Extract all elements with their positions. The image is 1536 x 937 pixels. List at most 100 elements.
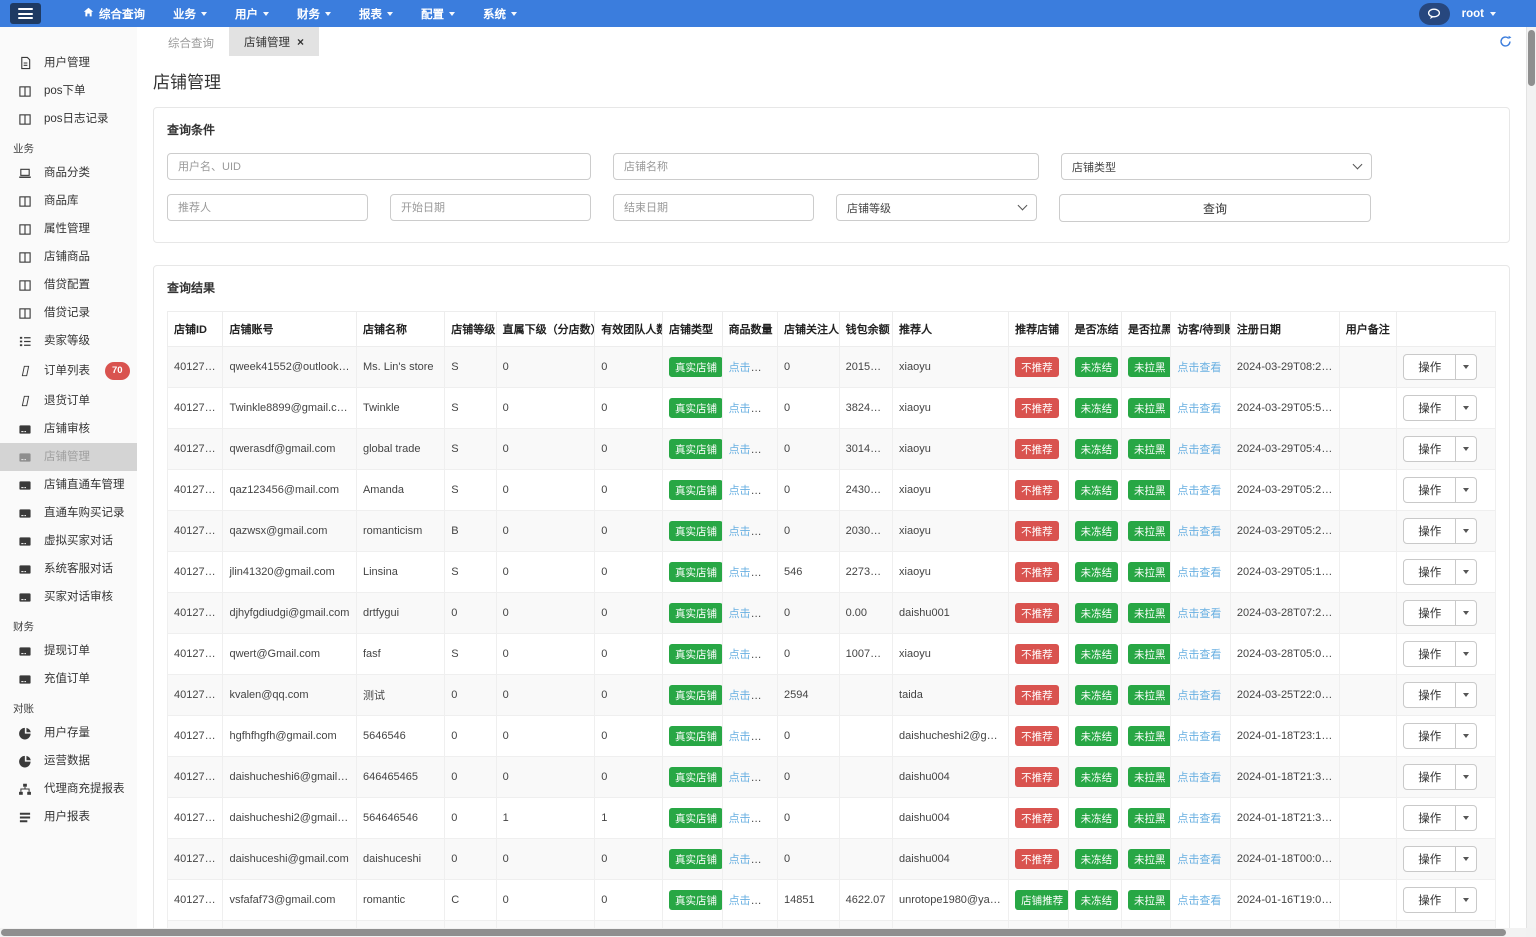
- sidebar-item-21[interactable]: 提现订单: [0, 637, 137, 665]
- vertical-scrollbar[interactable]: [1526, 27, 1536, 928]
- view-link[interactable]: 点击查看: [728, 690, 773, 702]
- nav-item-2[interactable]: 用户: [235, 6, 269, 22]
- view-link[interactable]: 点击查看: [728, 772, 773, 784]
- tab-1[interactable]: 店铺管理 ×: [229, 27, 320, 56]
- action-button-label[interactable]: 操作: [1404, 478, 1457, 502]
- action-button[interactable]: 操作: [1403, 559, 1478, 585]
- action-button-label[interactable]: 操作: [1404, 396, 1457, 420]
- action-dropdown-toggle[interactable]: [1456, 806, 1476, 830]
- action-button-label[interactable]: 操作: [1404, 888, 1457, 912]
- action-button[interactable]: 操作: [1403, 395, 1478, 421]
- view-link[interactable]: 点击查看: [1177, 403, 1222, 415]
- sidebar-item-14[interactable]: 店铺管理: [0, 443, 137, 471]
- horizontal-scrollbar-thumb[interactable]: [1, 929, 1506, 936]
- action-button-label[interactable]: 操作: [1404, 560, 1457, 584]
- action-button[interactable]: 操作: [1403, 354, 1478, 380]
- shop-type-select[interactable]: 店铺类型: [1061, 153, 1372, 180]
- view-link[interactable]: 点击查看: [1177, 567, 1222, 579]
- action-dropdown-toggle[interactable]: [1456, 642, 1476, 666]
- nav-item-6[interactable]: 系统: [483, 6, 517, 22]
- action-dropdown-toggle[interactable]: [1456, 765, 1476, 789]
- view-link[interactable]: 点击查看: [1177, 485, 1222, 497]
- start-date-input[interactable]: [390, 194, 591, 221]
- action-dropdown-toggle[interactable]: [1456, 519, 1476, 543]
- sidebar-item-27[interactable]: 用户报表: [0, 803, 137, 831]
- menu-toggle-button[interactable]: [10, 3, 41, 24]
- view-link[interactable]: 点击查看: [728, 813, 773, 825]
- action-button-label[interactable]: 操作: [1404, 724, 1457, 748]
- sidebar-item-4[interactable]: 商品分类: [0, 159, 137, 187]
- view-link[interactable]: 点击查看: [1177, 813, 1222, 825]
- action-dropdown-toggle[interactable]: [1456, 724, 1476, 748]
- view-link[interactable]: 点击查看: [1177, 526, 1222, 538]
- chat-icon[interactable]: [1418, 2, 1450, 25]
- action-dropdown-toggle[interactable]: [1456, 355, 1476, 379]
- view-link[interactable]: 点击查看: [728, 649, 773, 661]
- view-link[interactable]: 点击查看: [728, 731, 773, 743]
- action-dropdown-toggle[interactable]: [1456, 396, 1476, 420]
- action-dropdown-toggle[interactable]: [1456, 437, 1476, 461]
- view-link[interactable]: 点击查看: [1177, 895, 1222, 907]
- view-link[interactable]: 点击查看: [1177, 608, 1222, 620]
- sidebar-item-11[interactable]: 订单列表 70: [0, 355, 137, 387]
- horizontal-scrollbar[interactable]: [0, 928, 1526, 937]
- view-link[interactable]: 点击查看: [1177, 690, 1222, 702]
- action-button[interactable]: 操作: [1403, 436, 1478, 462]
- action-button[interactable]: 操作: [1403, 682, 1478, 708]
- sidebar-item-13[interactable]: 店铺审核: [0, 415, 137, 443]
- action-button[interactable]: 操作: [1403, 805, 1478, 831]
- view-link[interactable]: 点击查看: [728, 567, 773, 579]
- view-link[interactable]: 点击查看: [1177, 731, 1222, 743]
- nav-item-3[interactable]: 财务: [297, 6, 331, 22]
- view-link[interactable]: 点击查看: [1177, 444, 1222, 456]
- sidebar-item-19[interactable]: 买家对话审核: [0, 583, 137, 611]
- action-dropdown-toggle[interactable]: [1456, 888, 1476, 912]
- view-link[interactable]: 点击查看: [728, 485, 773, 497]
- vertical-scrollbar-thumb[interactable]: [1528, 30, 1535, 86]
- sidebar-item-7[interactable]: 店铺商品: [0, 243, 137, 271]
- view-link[interactable]: 点击查看: [728, 854, 773, 866]
- nav-item-4[interactable]: 报表: [359, 6, 393, 22]
- sidebar-item-17[interactable]: 虚拟买家对话: [0, 527, 137, 555]
- sidebar-item-0[interactable]: 用户管理: [0, 49, 137, 77]
- view-link[interactable]: 点击查看: [1177, 854, 1222, 866]
- sidebar-item-6[interactable]: 属性管理: [0, 215, 137, 243]
- shop-name-input[interactable]: [613, 153, 1039, 180]
- view-link[interactable]: 点击查看: [728, 403, 773, 415]
- sidebar-item-24[interactable]: 用户存量: [0, 719, 137, 747]
- view-link[interactable]: 点击查看: [728, 608, 773, 620]
- sidebar-item-18[interactable]: 系统客服对话: [0, 555, 137, 583]
- sidebar-item-16[interactable]: 直通车购买记录: [0, 499, 137, 527]
- view-link[interactable]: 点击查看: [728, 362, 773, 374]
- sidebar-item-5[interactable]: 商品库: [0, 187, 137, 215]
- action-button-label[interactable]: 操作: [1404, 601, 1457, 625]
- action-button[interactable]: 操作: [1403, 887, 1478, 913]
- sidebar-item-10[interactable]: 卖家等级: [0, 327, 137, 355]
- search-button[interactable]: 查询: [1059, 194, 1371, 222]
- view-link[interactable]: 点击查看: [1177, 649, 1222, 661]
- action-button[interactable]: 操作: [1403, 641, 1478, 667]
- action-button-label[interactable]: 操作: [1404, 683, 1457, 707]
- sidebar-item-2[interactable]: pos日志记录: [0, 105, 137, 133]
- nav-item-0[interactable]: 综合查询: [83, 6, 145, 22]
- sidebar-item-25[interactable]: 运营数据: [0, 747, 137, 775]
- action-button[interactable]: 操作: [1403, 477, 1478, 503]
- sidebar-item-1[interactable]: pos下单: [0, 77, 137, 105]
- sidebar-item-12[interactable]: 退货订单: [0, 387, 137, 415]
- sidebar-item-8[interactable]: 借贷配置: [0, 271, 137, 299]
- action-dropdown-toggle[interactable]: [1456, 683, 1476, 707]
- referrer-input[interactable]: [167, 194, 368, 221]
- action-button-label[interactable]: 操作: [1404, 355, 1457, 379]
- action-button[interactable]: 操作: [1403, 600, 1478, 626]
- close-icon[interactable]: ×: [297, 35, 305, 49]
- action-button-label[interactable]: 操作: [1404, 519, 1457, 543]
- action-button[interactable]: 操作: [1403, 764, 1478, 790]
- view-link[interactable]: 点击查看: [728, 895, 773, 907]
- sidebar-item-15[interactable]: 店铺直通车管理: [0, 471, 137, 499]
- shop-level-select[interactable]: 店铺等级: [836, 194, 1037, 221]
- end-date-input[interactable]: [613, 194, 814, 221]
- sidebar-item-26[interactable]: 代理商充提报表: [0, 775, 137, 803]
- view-link[interactable]: 点击查看: [1177, 772, 1222, 784]
- nav-item-5[interactable]: 配置: [421, 6, 455, 22]
- action-dropdown-toggle[interactable]: [1456, 560, 1476, 584]
